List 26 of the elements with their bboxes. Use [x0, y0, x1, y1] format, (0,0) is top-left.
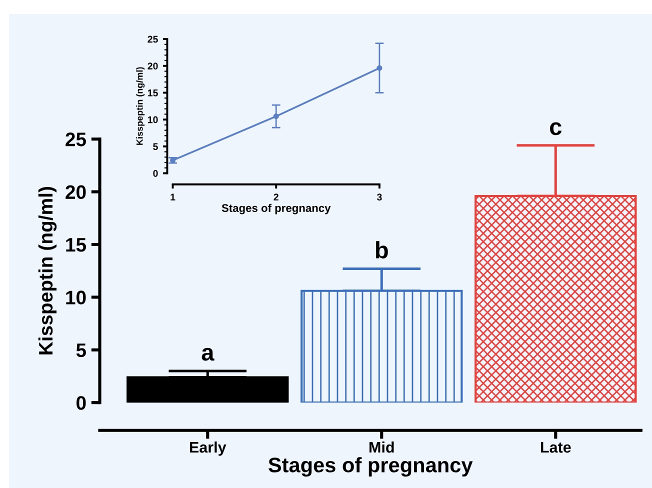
annotation: c — [550, 122, 562, 136]
y-tick-label: 10 — [148, 116, 158, 124]
y-tick-label: 20 — [148, 62, 158, 70]
x-axis-title: Stages of pregnancy — [222, 204, 331, 214]
y-tick-label: 25 — [66, 132, 86, 146]
x-tick-label: Early — [190, 441, 226, 456]
x-tick-label: 3 — [376, 194, 382, 201]
y-tick-label: 0 — [153, 170, 158, 177]
x-axis-title: Stages of pregnancy — [268, 457, 473, 477]
bar — [126, 376, 289, 403]
y-axis-title: Kisspeptin (ng/ml) — [38, 187, 57, 354]
y-tick-label: 20 — [66, 185, 86, 200]
y-tick-label: 15 — [148, 90, 158, 96]
y-tick-label: 10 — [66, 290, 86, 304]
x-tick-label: 2 — [274, 194, 278, 200]
annotation: a — [202, 348, 214, 361]
x-tick-label: Late — [540, 442, 571, 453]
y-tick-label: 25 — [148, 36, 158, 43]
x-tick-label: Mid — [370, 441, 394, 453]
y-tick-label: 15 — [66, 238, 86, 252]
annotation: b — [376, 241, 388, 259]
y-axis-title: Kisspeptin (ng/ml) — [136, 67, 145, 145]
y-tick-label: 0 — [76, 396, 86, 410]
x-tick-label: 1 — [170, 194, 176, 200]
y-tick-label: 5 — [153, 143, 158, 150]
y-tick-label: 5 — [76, 344, 86, 358]
